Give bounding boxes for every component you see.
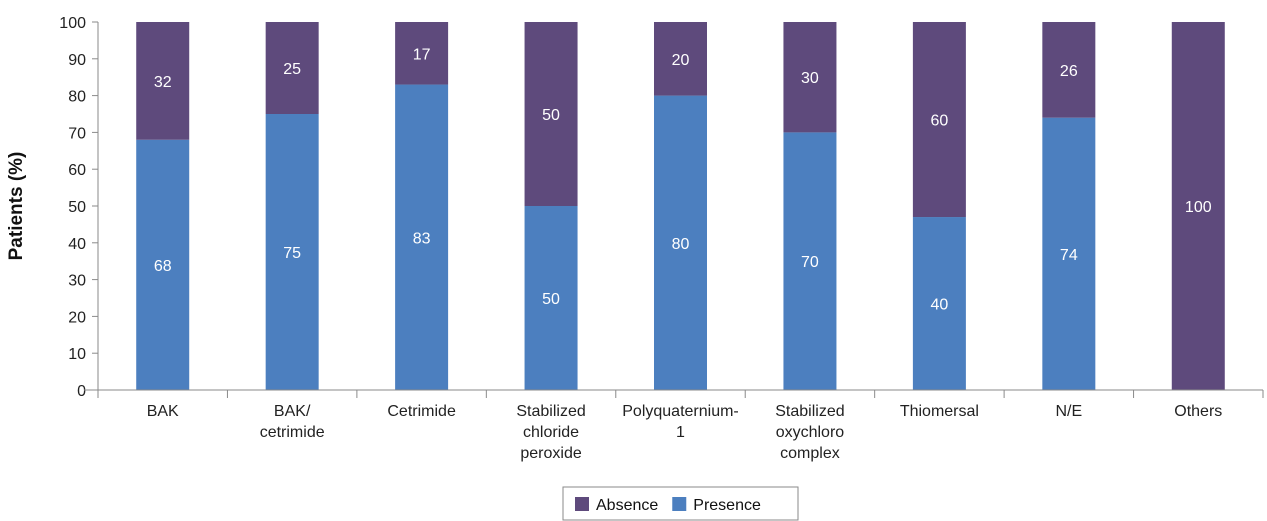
bar-presence bbox=[395, 84, 449, 390]
y-tick-label: 60 bbox=[68, 162, 86, 179]
x-category-label: Cetrimide bbox=[387, 403, 456, 420]
y-tick-label: 40 bbox=[68, 236, 86, 253]
legend-label-presence: Presence bbox=[693, 497, 761, 514]
bar-absence bbox=[654, 22, 707, 96]
bar-value-label: 26 bbox=[1060, 63, 1078, 80]
x-category-label-line: BAK/ bbox=[274, 403, 311, 420]
x-category-label-line: Others bbox=[1174, 403, 1222, 420]
y-tick-label: 90 bbox=[68, 52, 86, 69]
bars: 683275258317505080207030406074260100 bbox=[136, 22, 1225, 391]
y-tick-label: 20 bbox=[68, 309, 86, 326]
x-category-label-line: Stabilized bbox=[516, 403, 585, 420]
bar-value-label: 50 bbox=[542, 291, 560, 308]
bar-presence bbox=[524, 206, 578, 390]
bar-absence bbox=[395, 22, 449, 85]
bar-absence bbox=[265, 22, 319, 114]
bar-value-label: 32 bbox=[154, 74, 172, 91]
bar-absence bbox=[1042, 22, 1096, 118]
x-category-label: Stabilized oxychloro complex bbox=[775, 403, 844, 462]
legend-swatch-absence bbox=[575, 497, 589, 511]
bar-absence bbox=[524, 22, 578, 206]
y-axis-label: Patients (%) bbox=[6, 152, 27, 261]
x-category-label-line: Stabilized bbox=[775, 403, 844, 420]
x-category-label: Others bbox=[1174, 403, 1222, 420]
x-category-label-line: chloride bbox=[523, 424, 579, 441]
bar-value-label: 68 bbox=[154, 258, 172, 275]
x-category-label-line: peroxide bbox=[520, 445, 581, 462]
bar-absence bbox=[912, 22, 966, 218]
x-axis: BAK BAK/cetrimide Cetrimide Stabilized chlor… bbox=[84, 389, 1264, 462]
x-category-label-line: N/E bbox=[1055, 403, 1082, 420]
y-tick-label: 100 bbox=[59, 15, 86, 32]
y-tick-label: 30 bbox=[68, 273, 86, 290]
x-category-label-line: complex bbox=[780, 445, 840, 462]
x-category-label: BAK/cetrimide bbox=[260, 403, 325, 441]
x-category-label: N/E bbox=[1055, 403, 1082, 420]
x-category-label: Stabilized chloride peroxide bbox=[516, 403, 585, 462]
x-category-label-line: Polyquaternium- bbox=[622, 403, 739, 420]
bar-value-label: 100 bbox=[1185, 199, 1212, 216]
bar-value-label: 80 bbox=[672, 236, 690, 253]
x-category-label-line: Thiomersal bbox=[900, 403, 979, 420]
bar-value-label: 60 bbox=[930, 113, 948, 130]
y-tick-label: 10 bbox=[68, 346, 86, 363]
bar-value-label: 74 bbox=[1060, 247, 1078, 264]
legend: Absence Presence bbox=[562, 486, 799, 521]
y-tick-label: 80 bbox=[68, 89, 86, 106]
bar-value-label: 30 bbox=[801, 70, 819, 87]
x-category-label-line: cetrimide bbox=[260, 424, 325, 441]
bar-value-label: 70 bbox=[801, 254, 819, 271]
bar-presence bbox=[1042, 117, 1096, 391]
x-category-label-line: BAK bbox=[147, 403, 179, 420]
bar-value-label: 25 bbox=[283, 61, 301, 78]
x-category-label-line: Cetrimide bbox=[387, 403, 456, 420]
x-category-label-line: 1 bbox=[676, 424, 685, 441]
bar-value-label: 75 bbox=[283, 245, 301, 262]
legend-swatch-presence bbox=[672, 497, 687, 511]
bar-absence bbox=[1171, 22, 1225, 390]
bar-absence bbox=[783, 22, 837, 133]
y-tick-label: 70 bbox=[68, 125, 86, 142]
bar-value-label: 83 bbox=[413, 230, 431, 247]
y-axis: 0 10 20 30 40 50 60 70 80 90 100 bbox=[59, 15, 99, 400]
x-category-label-line: oxychloro bbox=[776, 424, 845, 441]
bar-presence bbox=[265, 114, 319, 390]
bar-presence bbox=[654, 95, 707, 390]
bar-value-label: 17 bbox=[413, 46, 431, 63]
bar-presence bbox=[136, 139, 190, 390]
x-category-label: BAK bbox=[147, 403, 179, 420]
bar-absence bbox=[136, 22, 190, 140]
bar-presence bbox=[912, 217, 966, 390]
y-tick-label: 0 bbox=[77, 383, 86, 400]
bar-value-label: 20 bbox=[672, 52, 690, 69]
x-category-label: Thiomersal bbox=[900, 403, 979, 420]
x-category-label: Polyquaternium- 1 bbox=[622, 403, 739, 441]
y-axis-title: Patients (%) bbox=[6, 152, 27, 261]
bar-presence bbox=[783, 132, 837, 390]
bar-value-label: 50 bbox=[542, 107, 560, 124]
bar-value-label: 40 bbox=[930, 297, 948, 314]
y-tick-label: 50 bbox=[68, 199, 86, 216]
legend-label-absence: Absence bbox=[596, 497, 658, 514]
